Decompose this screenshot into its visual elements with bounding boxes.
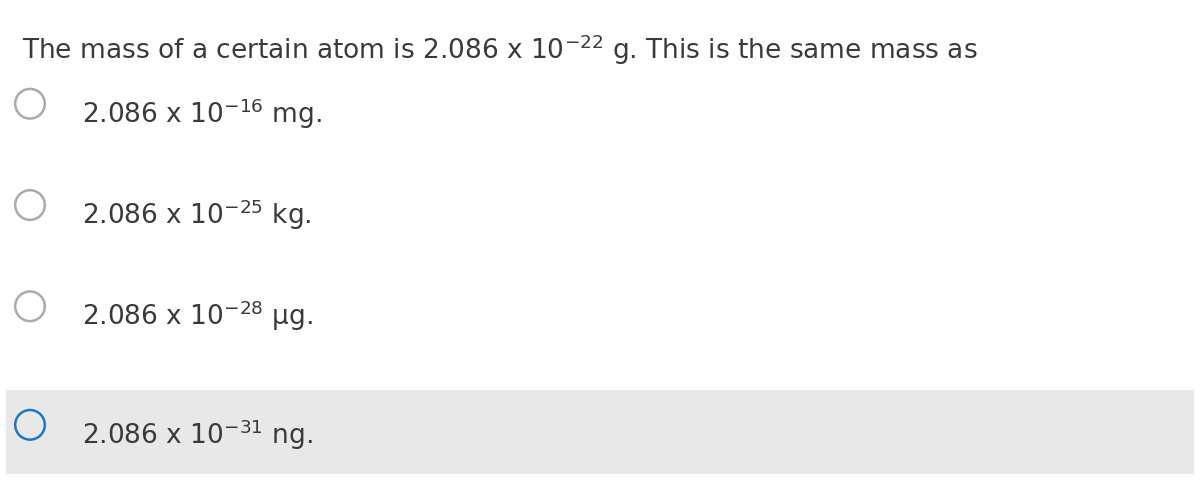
FancyBboxPatch shape — [6, 390, 1194, 474]
Text: 2.086 x 10$^{-31}$ ng.: 2.086 x 10$^{-31}$ ng. — [82, 417, 312, 452]
Text: 2.086 x 10$^{-25}$ kg.: 2.086 x 10$^{-25}$ kg. — [82, 198, 311, 232]
Text: 2.086 x 10$^{-16}$ mg.: 2.086 x 10$^{-16}$ mg. — [82, 96, 322, 131]
Text: The mass of a certain atom is 2.086 x 10$^{-22}$ g. This is the same mass as: The mass of a certain atom is 2.086 x 10… — [22, 32, 977, 67]
Text: 2.086 x 10$^{-28}$ μg.: 2.086 x 10$^{-28}$ μg. — [82, 299, 312, 333]
